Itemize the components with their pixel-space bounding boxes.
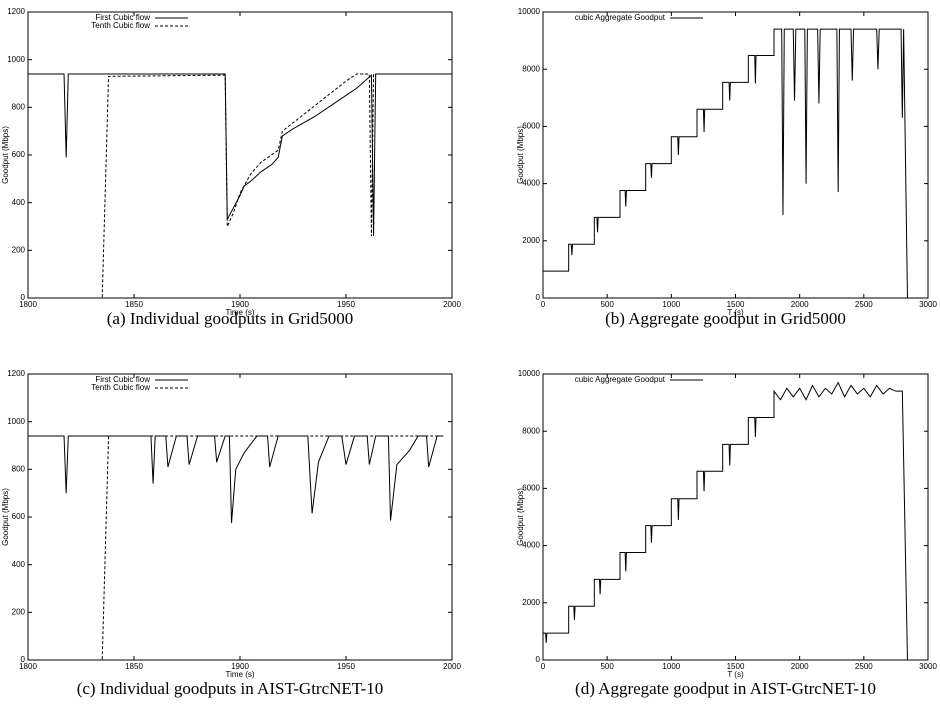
y-tick-label: 0 [21,655,26,664]
y-tick-label: 600 [12,150,26,159]
legend-label: cubic Aggregate Goodput [575,375,666,384]
y-tick-label: 400 [12,198,26,207]
series-line [28,435,444,661]
x-tick-label: 1850 [125,662,143,671]
y-tick-label: 800 [12,102,26,111]
x-axis-label: Time (s) [225,308,254,317]
y-tick-label: 8000 [522,64,540,73]
x-axis-label: T (s) [727,670,744,679]
x-tick-label: 3000 [919,662,937,671]
legend-label: Tenth Cubic flow [91,21,150,30]
y-axis-label: Goodput (Mbps) [516,488,525,546]
x-tick-label: 2500 [855,300,873,309]
y-tick-label: 0 [536,655,541,664]
x-tick-label: 500 [600,300,614,309]
y-tick-label: 1200 [7,7,25,16]
y-axis-label: Goodput (Mbps) [516,126,525,184]
x-tick-label: 0 [541,662,546,671]
y-axis-label: Goodput (Mbps) [1,126,10,184]
y-tick-label: 800 [12,464,26,473]
series-line [28,435,444,523]
x-tick-label: 1000 [662,662,680,671]
plot-frame [27,373,453,661]
x-tick-label: 1900 [231,662,249,671]
plot-frame [542,11,929,299]
y-tick-label: 400 [12,560,26,569]
y-tick-label: 0 [21,293,26,302]
caption: (c) Individual goodputs in AIST-GtrcNET-… [77,679,384,698]
series-line [543,28,908,299]
x-tick-label: 1000 [662,300,680,309]
x-tick-label: 1500 [727,662,745,671]
y-tick-label: 200 [12,607,26,616]
x-tick-label: 2000 [791,662,809,671]
x-tick-label: 1850 [125,300,143,309]
y-tick-label: 200 [12,245,26,254]
y-axis-label: Goodput (Mbps) [1,488,10,546]
y-tick-label: 10000 [518,7,541,16]
x-tick-label: 0 [541,300,546,309]
y-tick-label: 1000 [7,55,25,64]
plot-frame [27,11,453,299]
x-tick-label: 2000 [443,300,461,309]
caption: (d) Aggregate goodput in AIST-GtrcNET-10 [575,679,876,698]
y-tick-label: 0 [536,293,541,302]
x-axis-label: Time (s) [225,670,254,679]
x-tick-label: 1800 [19,300,37,309]
x-tick-label: 2500 [855,662,873,671]
legend-label: Tenth Cubic flow [91,383,150,392]
y-tick-label: 1000 [7,417,25,426]
plot-frame [542,373,929,661]
series-line [543,381,908,661]
x-tick-label: 2000 [443,662,461,671]
y-tick-label: 4000 [522,179,540,188]
x-tick-label: 1950 [337,300,355,309]
y-tick-label: 8000 [522,426,540,435]
y-tick-label: 2000 [522,598,540,607]
x-tick-label: 3000 [919,300,937,309]
x-tick-label: 1500 [727,300,745,309]
caption: (b) Aggregate goodput in Grid5000 [605,309,846,328]
y-tick-label: 10000 [518,369,541,378]
x-tick-label: 1900 [231,300,249,309]
y-tick-label: 600 [12,512,26,521]
x-axis-label: T (s) [727,308,744,317]
legend-label: First Cubic flow [95,375,150,384]
legend-label: cubic Aggregate Goodput [575,13,666,22]
series-line [28,73,452,237]
y-tick-label: 2000 [522,236,540,245]
x-tick-label: 2000 [791,300,809,309]
x-tick-label: 1950 [337,662,355,671]
series-line [28,73,452,299]
y-tick-label: 4000 [522,541,540,550]
y-tick-label: 6000 [522,484,540,493]
legend-label: First Cubic flow [95,13,150,22]
y-tick-label: 6000 [522,122,540,131]
y-tick-label: 1200 [7,369,25,378]
x-tick-label: 1800 [19,662,37,671]
caption: (a) Individual goodputs in Grid5000 [107,309,353,328]
x-tick-label: 500 [600,662,614,671]
